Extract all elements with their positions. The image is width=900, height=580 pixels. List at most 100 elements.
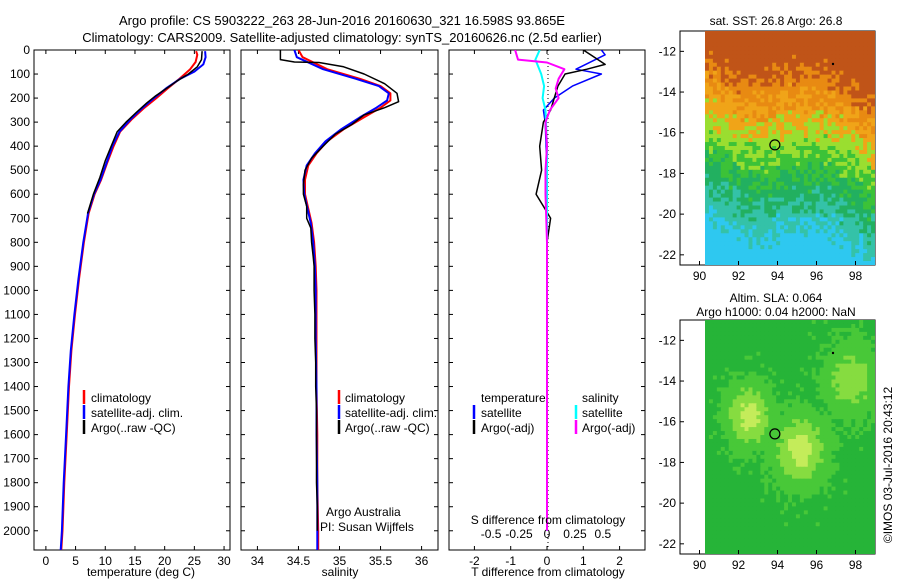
legend-label-argo: Argo(..raw -QC) [345, 421, 430, 435]
heatmap-cell [720, 94, 726, 100]
heatmap-cell [827, 94, 833, 100]
heatmap-cell [716, 462, 722, 468]
heatmap-cell [835, 423, 841, 428]
heatmap-cell [811, 130, 817, 135]
heatmap-cell [851, 221, 856, 226]
heatmap-cell [712, 177, 718, 183]
heatmap-cell [843, 149, 848, 155]
heatmap-cell [803, 355, 809, 361]
heatmap-cell [827, 502, 833, 508]
heatmap-cell [819, 257, 825, 262]
heatmap-cell [847, 343, 852, 349]
heatmap-cell [780, 431, 785, 436]
heatmap-cell [819, 54, 825, 60]
heatmap-cell [780, 490, 785, 496]
heatmap-cell [728, 506, 734, 511]
heatmap-cell [768, 339, 773, 345]
heatmap-cell [851, 217, 856, 222]
heatmap-cell [847, 78, 852, 84]
heatmap-cell [764, 383, 769, 389]
heatmap-cell [748, 442, 754, 448]
heatmap-cell [732, 78, 738, 84]
x-tick-label: 0 [43, 554, 50, 568]
heatmap-cell [831, 130, 837, 135]
heatmap-cell [724, 438, 730, 444]
heatmap-cell [863, 78, 868, 84]
heatmap-cell [705, 423, 710, 428]
heatmap-cell [843, 458, 848, 464]
heatmap-cell [764, 70, 769, 76]
heatmap-cell [871, 165, 875, 171]
heatmap-cell [752, 237, 757, 242]
heatmap-cell [799, 161, 805, 167]
heatmap-cell [708, 185, 714, 191]
heatmap-cell [756, 217, 761, 222]
heatmap-cell [756, 241, 761, 246]
heatmap-cell [847, 363, 852, 369]
heatmap-cell [863, 347, 868, 353]
heatmap-cell [803, 134, 809, 139]
heatmap-cell [843, 153, 848, 159]
heatmap-cell [803, 359, 809, 365]
heatmap-cell [780, 110, 785, 115]
depth-tick-label: 100 [10, 67, 30, 81]
heatmap-cell [744, 118, 750, 123]
lat-tick-label: -14 [659, 85, 677, 99]
heatmap-cell [720, 169, 726, 175]
heatmap-cell [728, 261, 734, 265]
heatmap-cell [780, 331, 785, 337]
heatmap-cell [811, 335, 817, 341]
heatmap-cell [859, 209, 864, 215]
heatmap-cell [867, 46, 872, 52]
heatmap-cell [827, 74, 833, 80]
heatmap-cell [867, 514, 872, 519]
heatmap-cell [851, 367, 856, 373]
heatmap-cell [784, 261, 789, 265]
heatmap-cell [847, 201, 852, 207]
heatmap-cell [720, 245, 726, 250]
heatmap-cell [752, 245, 757, 250]
heatmap-cell [764, 494, 769, 500]
heatmap-cell [831, 38, 837, 44]
heatmap-cell [764, 331, 769, 337]
heatmap-cell [819, 106, 825, 111]
heatmap-cell [827, 249, 833, 254]
heatmap-cell [819, 74, 825, 80]
heatmap-cell [835, 257, 841, 262]
heatmap-cell [764, 261, 769, 265]
heatmap-cell [863, 403, 868, 408]
heatmap-cell [843, 90, 848, 96]
heatmap-cell [815, 494, 821, 500]
heatmap-cell [780, 415, 785, 420]
heatmap-cell [744, 205, 750, 211]
heatmap-cell [843, 197, 848, 203]
heatmap-cell [859, 78, 864, 84]
heatmap-cell [712, 90, 718, 96]
heatmap-cell [855, 209, 860, 215]
heatmap-cell [791, 462, 797, 468]
heatmap-cell [712, 470, 718, 476]
heatmap-cell [756, 257, 761, 262]
heatmap-cell [780, 118, 785, 123]
heatmap-cell [752, 161, 757, 167]
heatmap-cell [768, 391, 773, 396]
heatmap-cell [815, 102, 821, 107]
heatmap-cell [744, 450, 750, 456]
depth-tick-label: 500 [10, 163, 30, 177]
heatmap-cell [847, 34, 852, 40]
heatmap-cell [863, 249, 868, 254]
heatmap-cell [807, 343, 813, 349]
heatmap-cell [760, 490, 765, 496]
heatmap-cell [728, 205, 734, 211]
heatmap-cell [736, 450, 742, 456]
heatmap-cell [843, 193, 848, 199]
heatmap-cell [827, 161, 833, 167]
heatmap-cell [823, 82, 829, 88]
heatmap-cell [708, 122, 714, 127]
heatmap-cell [827, 403, 833, 408]
heatmap-cell [724, 46, 730, 52]
heatmap-cell [859, 431, 864, 436]
heatmap-cell [863, 237, 868, 242]
heatmap-cell [744, 58, 750, 64]
heatmap-cell [827, 42, 833, 48]
